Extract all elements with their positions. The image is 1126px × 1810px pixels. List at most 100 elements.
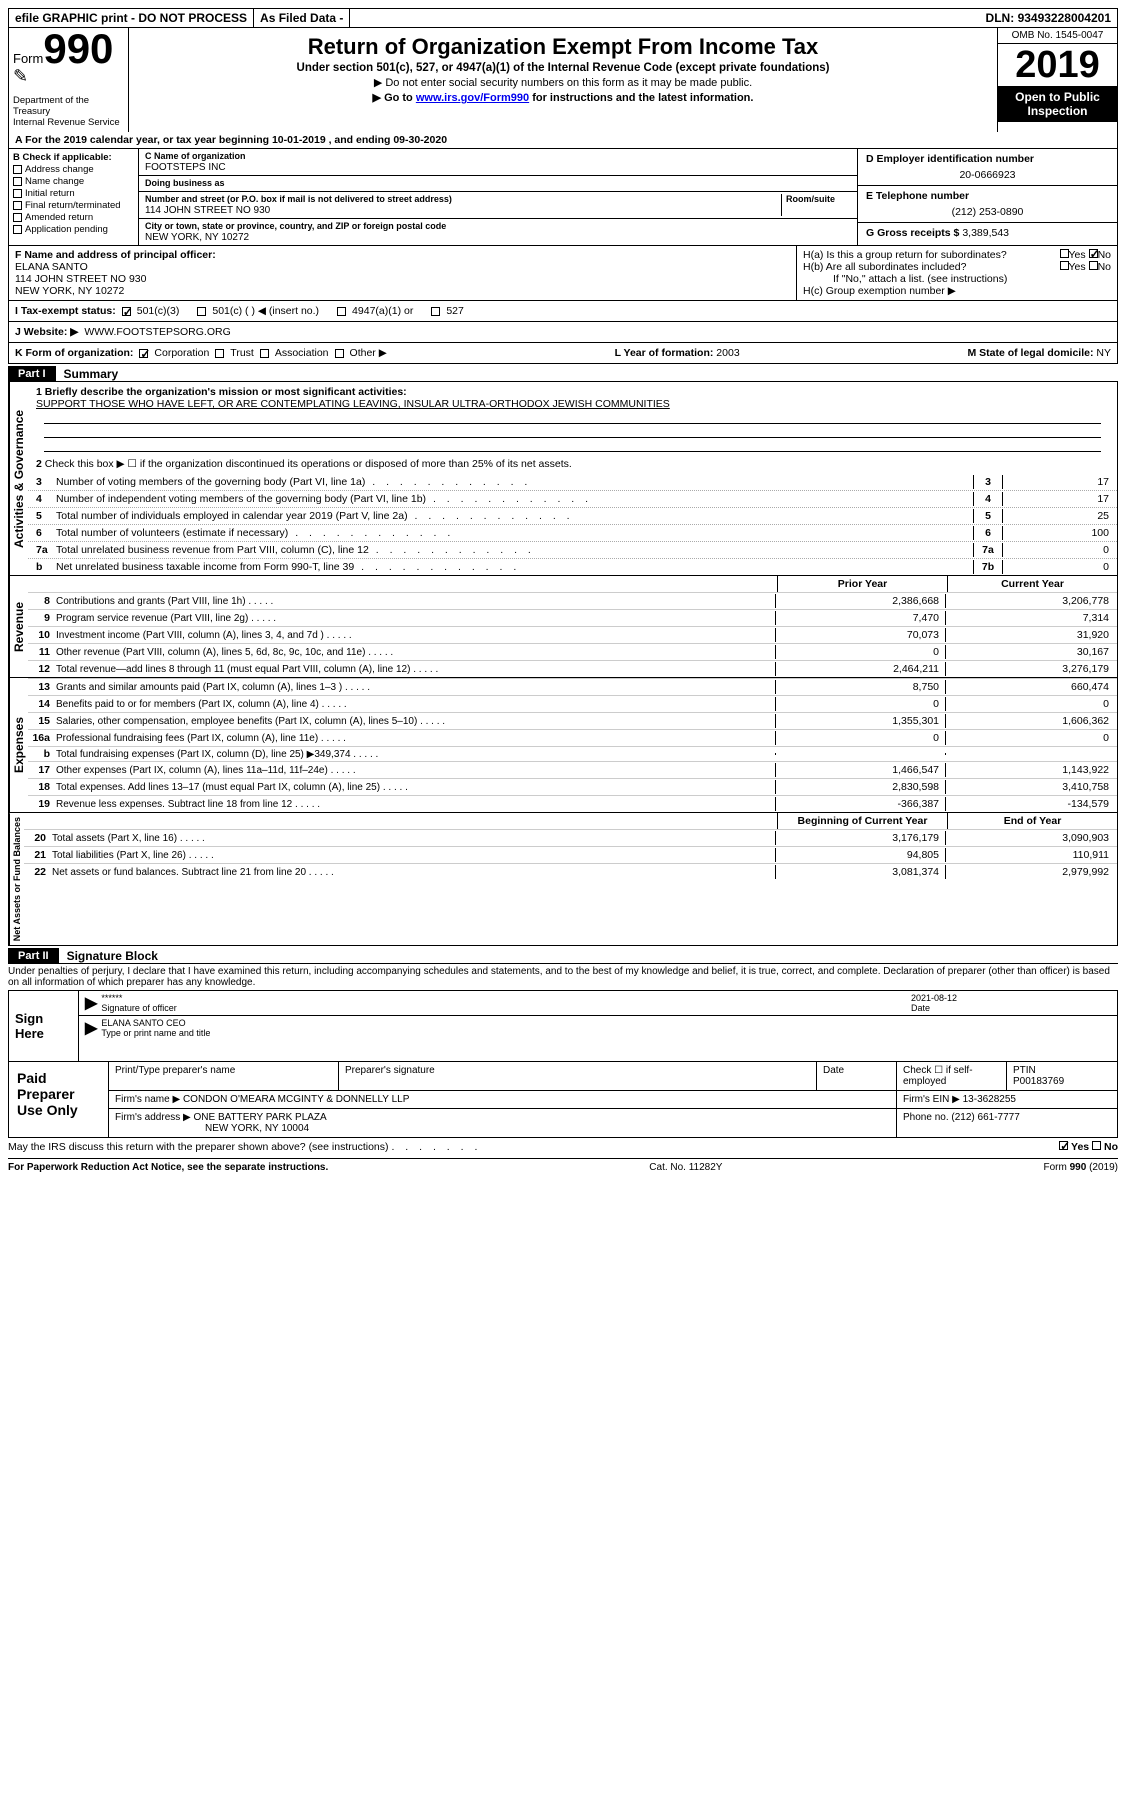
part2-tag: Part II bbox=[8, 948, 59, 964]
gov-val: 0 bbox=[1003, 543, 1113, 557]
cb-name-change[interactable] bbox=[13, 177, 22, 186]
col-c: C Name of organization FOOTSTEPS INC Doi… bbox=[139, 149, 857, 245]
cb-discuss-yes[interactable] bbox=[1059, 1141, 1068, 1150]
cb-address-change[interactable] bbox=[13, 165, 22, 174]
cb-501c[interactable] bbox=[197, 307, 206, 316]
header-left: Form990 ✎ Department of the Treasury Int… bbox=[9, 28, 129, 132]
sig-stars: ****** bbox=[101, 993, 122, 1003]
current-year-val: 1,606,362 bbox=[945, 714, 1115, 728]
part2-header: Part II Signature Block bbox=[8, 948, 1118, 964]
paid-preparer: Paid Preparer Use Only Print/Type prepar… bbox=[8, 1062, 1118, 1138]
phone-lbl: Phone no. bbox=[903, 1112, 949, 1123]
form-number: 990 bbox=[43, 25, 113, 72]
ph3: Date bbox=[817, 1062, 897, 1090]
cb-ha-no[interactable] bbox=[1089, 249, 1098, 258]
prior-year-val: 94,805 bbox=[775, 848, 945, 862]
data-line: 11 Other revenue (Part VIII, column (A),… bbox=[28, 643, 1117, 660]
sign-here-label: Sign Here bbox=[9, 991, 79, 1061]
cb-initial-return[interactable] bbox=[13, 189, 22, 198]
g-lbl: G Gross receipts $ bbox=[866, 227, 959, 239]
dln: DLN: 93493228004201 bbox=[980, 9, 1117, 27]
ch-py: Prior Year bbox=[777, 576, 947, 592]
officer-name: ELANA SANTO bbox=[15, 261, 88, 273]
irs-link[interactable]: www.irs.gov/Form990 bbox=[416, 92, 529, 104]
cb-discuss-no[interactable] bbox=[1092, 1141, 1101, 1150]
c-dba-lbl: Doing business as bbox=[145, 178, 225, 188]
gov-val: 25 bbox=[1003, 509, 1113, 523]
line-j: J Website: ▶ WWW.FOOTSTEPSORG.ORG bbox=[9, 321, 1117, 342]
ch-cy: Current Year bbox=[947, 576, 1117, 592]
data-line: 8 Contributions and grants (Part VIII, l… bbox=[28, 592, 1117, 609]
prior-year-val bbox=[775, 753, 945, 755]
cb-501c3[interactable] bbox=[122, 307, 131, 316]
gov-line: 7a Total unrelated business revenue from… bbox=[28, 541, 1117, 558]
current-year-val: 31,920 bbox=[945, 628, 1115, 642]
data-line: b Total fundraising expenses (Part IX, c… bbox=[28, 746, 1117, 761]
gov-line: 6 Total number of volunteers (estimate i… bbox=[28, 524, 1117, 541]
b-header: B Check if applicable: bbox=[13, 152, 134, 163]
prior-year-val: 0 bbox=[775, 731, 945, 745]
ph4b: PTIN bbox=[1013, 1065, 1036, 1076]
current-year-val: 110,911 bbox=[945, 848, 1115, 862]
cb-corp[interactable] bbox=[139, 349, 148, 358]
addr-lbl: Firm's address ▶ bbox=[115, 1112, 191, 1123]
domicile: NY bbox=[1096, 347, 1111, 359]
cb-amended[interactable] bbox=[13, 213, 22, 222]
cb-hb-yes[interactable] bbox=[1060, 261, 1069, 270]
ein: 20-0666923 bbox=[866, 165, 1109, 181]
form-note2: ▶ Go to www.irs.gov/Form990 for instruct… bbox=[137, 91, 989, 104]
current-year-val: -134,579 bbox=[945, 797, 1115, 811]
current-year-val: 3,090,903 bbox=[945, 831, 1115, 845]
data-line: 9 Program service revenue (Part VIII, li… bbox=[28, 609, 1117, 626]
data-line: 17 Other expenses (Part IX, column (A), … bbox=[28, 761, 1117, 778]
data-line: 16a Professional fundraising fees (Part … bbox=[28, 729, 1117, 746]
data-line: 22 Net assets or fund balances. Subtract… bbox=[24, 863, 1117, 880]
form-note1: ▶ Do not enter social security numbers o… bbox=[137, 76, 989, 89]
na-colhdr: Beginning of Current Year End of Year bbox=[24, 813, 1117, 829]
prior-year-val: 0 bbox=[775, 697, 945, 711]
cb-other[interactable] bbox=[335, 349, 344, 358]
form-header: Form990 ✎ Department of the Treasury Int… bbox=[8, 28, 1118, 132]
cb-4947[interactable] bbox=[337, 307, 346, 316]
prior-year-val: 2,830,598 bbox=[775, 780, 945, 794]
cb-527[interactable] bbox=[431, 307, 440, 316]
cb-assoc[interactable] bbox=[260, 349, 269, 358]
ch-boy: Beginning of Current Year bbox=[777, 813, 947, 829]
f-lbl: F Name and address of principal officer: bbox=[15, 249, 216, 261]
year-formation: 2003 bbox=[716, 347, 739, 359]
header-right: OMB No. 1545-0047 2019 Open to Public In… bbox=[997, 28, 1117, 132]
sig-date: 2021-08-12 bbox=[911, 993, 957, 1003]
tax-year: 2019 bbox=[998, 44, 1117, 86]
col-b: B Check if applicable: Address change Na… bbox=[9, 149, 139, 245]
sig-arrow2-icon: ▶ bbox=[85, 1018, 101, 1038]
data-line: 13 Grants and similar amounts paid (Part… bbox=[28, 678, 1117, 695]
cb-final-return[interactable] bbox=[13, 201, 22, 210]
part1-title: Summary bbox=[56, 367, 1118, 382]
current-year-val: 3,276,179 bbox=[945, 662, 1115, 676]
data-line: 21 Total liabilities (Part X, line 26) .… bbox=[24, 846, 1117, 863]
vlabel-rev: Revenue bbox=[9, 576, 28, 677]
q1: 1 Briefly describe the organization's mi… bbox=[36, 386, 407, 398]
current-year-val: 2,979,992 bbox=[945, 865, 1115, 879]
header-mid: Return of Organization Exempt From Incom… bbox=[129, 28, 997, 132]
discuss-q: May the IRS discuss this return with the… bbox=[8, 1141, 389, 1153]
q2: Check this box ▶ ☐ if the organization d… bbox=[45, 458, 572, 470]
hb: H(b) Are all subordinates included? bbox=[803, 261, 966, 273]
section-a-row: A For the 2019 calendar year, or tax yea… bbox=[8, 132, 1118, 364]
page-footer: For Paperwork Reduction Act Notice, see … bbox=[8, 1158, 1118, 1176]
form-subtitle: Under section 501(c), 527, or 4947(a)(1)… bbox=[137, 62, 989, 74]
prior-year-val: 8,750 bbox=[775, 680, 945, 694]
ph4a: Check ☐ if self-employed bbox=[897, 1062, 1007, 1090]
cb-hb-no[interactable] bbox=[1089, 261, 1098, 270]
cb-trust[interactable] bbox=[215, 349, 224, 358]
org-name: FOOTSTEPS INC bbox=[145, 162, 226, 173]
cb-app-pending[interactable] bbox=[13, 225, 22, 234]
line-klm: K Form of organization: Corporation Trus… bbox=[9, 342, 1117, 363]
current-year-val: 30,167 bbox=[945, 645, 1115, 659]
gross-receipts: 3,389,543 bbox=[962, 227, 1009, 239]
cb-ha-yes[interactable] bbox=[1060, 249, 1069, 258]
section-a: A For the 2019 calendar year, or tax yea… bbox=[9, 132, 1117, 149]
col-d: D Employer identification number 20-0666… bbox=[857, 149, 1117, 245]
gov-line: b Net unrelated business taxable income … bbox=[28, 558, 1117, 575]
c-city-lbl: City or town, state or province, country… bbox=[145, 221, 446, 231]
